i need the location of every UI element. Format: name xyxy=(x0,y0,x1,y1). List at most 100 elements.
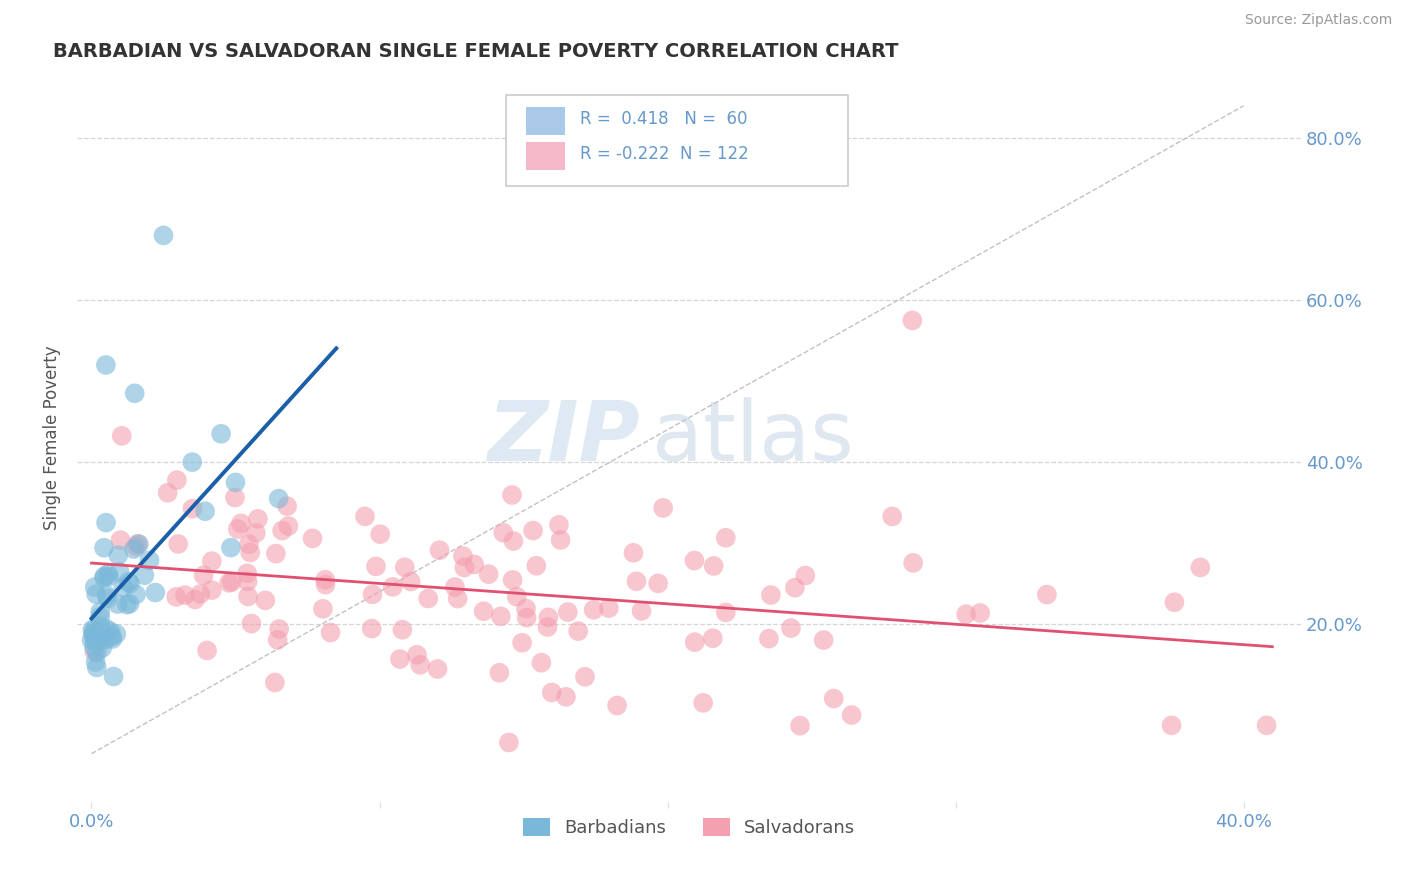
Point xyxy=(522,524,544,538)
Point xyxy=(399,574,422,589)
Point xyxy=(117,574,139,589)
Point xyxy=(83,580,105,594)
Point xyxy=(83,640,105,655)
Point xyxy=(714,606,737,620)
Point xyxy=(319,625,342,640)
Point xyxy=(91,640,114,655)
Point xyxy=(107,597,129,611)
Point xyxy=(201,583,224,598)
Point xyxy=(510,636,533,650)
Point xyxy=(80,633,103,648)
Point xyxy=(502,534,524,549)
Point xyxy=(174,588,197,602)
Point xyxy=(267,491,290,506)
Point xyxy=(82,627,104,641)
Point xyxy=(120,576,142,591)
Point xyxy=(264,547,287,561)
Point xyxy=(167,537,190,551)
Point xyxy=(1160,718,1182,732)
Point xyxy=(692,696,714,710)
Point xyxy=(93,569,115,583)
Point xyxy=(193,568,215,582)
Point xyxy=(1163,595,1185,609)
Point xyxy=(89,609,111,624)
Point xyxy=(152,228,174,243)
Point xyxy=(86,633,108,648)
Point xyxy=(83,623,105,637)
Point xyxy=(623,546,645,560)
Y-axis label: Single Female Poverty: Single Female Poverty xyxy=(44,345,60,530)
Point xyxy=(794,568,817,582)
Point xyxy=(626,574,648,589)
Point xyxy=(813,633,835,648)
Point xyxy=(702,631,724,645)
Point xyxy=(606,698,628,713)
Point xyxy=(269,622,291,636)
Point xyxy=(429,543,451,558)
Point xyxy=(122,542,145,557)
Point xyxy=(156,485,179,500)
Point xyxy=(89,624,111,639)
Point xyxy=(86,646,108,660)
Point xyxy=(783,581,806,595)
Point xyxy=(515,601,537,615)
Point xyxy=(224,491,246,505)
Point xyxy=(100,624,122,639)
Point xyxy=(195,643,218,657)
Point xyxy=(498,735,520,749)
Point xyxy=(254,593,277,607)
Point xyxy=(444,580,467,594)
Point xyxy=(108,565,131,579)
Point xyxy=(181,501,204,516)
Point xyxy=(83,633,105,648)
Point xyxy=(901,556,924,570)
Point xyxy=(447,591,470,606)
Point xyxy=(780,621,803,635)
Point xyxy=(758,632,780,646)
Point xyxy=(83,645,105,659)
Point xyxy=(83,626,105,640)
Point xyxy=(236,590,259,604)
Point xyxy=(128,537,150,551)
Point xyxy=(598,601,620,615)
Point xyxy=(89,605,111,619)
Point xyxy=(394,560,416,574)
Point xyxy=(236,566,259,581)
Point xyxy=(134,568,156,582)
Point xyxy=(86,660,108,674)
Point xyxy=(97,591,120,606)
Point xyxy=(127,537,149,551)
Point xyxy=(184,592,207,607)
Point xyxy=(94,358,117,372)
Point xyxy=(409,657,432,672)
Point xyxy=(548,517,571,532)
Point xyxy=(381,580,404,594)
Bar xyxy=(526,107,565,135)
Point xyxy=(524,558,547,573)
Point xyxy=(901,313,924,327)
Point xyxy=(683,635,706,649)
Point xyxy=(536,620,558,634)
Point xyxy=(91,632,114,646)
Point xyxy=(488,665,510,680)
Point xyxy=(789,719,811,733)
Point xyxy=(314,573,336,587)
Point xyxy=(190,587,212,601)
Point xyxy=(1189,560,1212,574)
Point xyxy=(221,574,243,589)
Point xyxy=(312,602,335,616)
Point xyxy=(540,685,562,699)
Point xyxy=(276,499,298,513)
FancyBboxPatch shape xyxy=(506,95,848,186)
Point xyxy=(574,670,596,684)
Point xyxy=(630,604,652,618)
Text: R = -0.222  N = 122: R = -0.222 N = 122 xyxy=(581,145,749,163)
Point xyxy=(194,504,217,518)
Point xyxy=(93,571,115,585)
Point xyxy=(245,525,267,540)
Point xyxy=(96,589,118,603)
Point xyxy=(472,604,495,618)
Point xyxy=(246,512,269,526)
Point xyxy=(236,574,259,589)
Point xyxy=(388,652,411,666)
